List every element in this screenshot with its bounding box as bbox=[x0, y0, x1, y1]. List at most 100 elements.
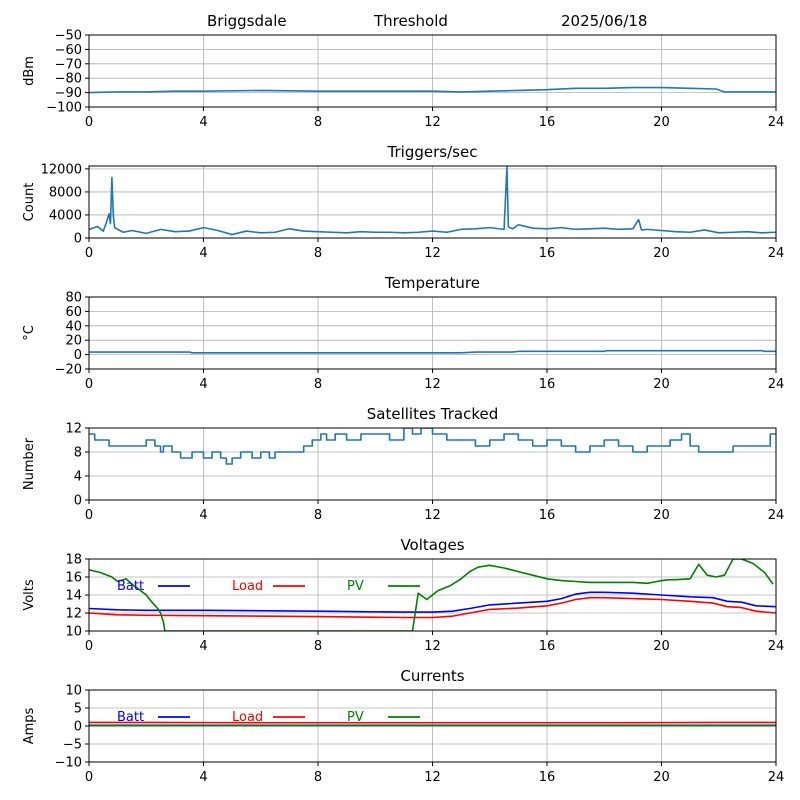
y-tick-label: 18 bbox=[65, 553, 82, 568]
x-tick-label: 16 bbox=[539, 377, 556, 392]
x-tick-label: 16 bbox=[539, 508, 556, 523]
y-tick-label: −20 bbox=[55, 363, 82, 378]
y-tick-label: 14 bbox=[65, 589, 82, 604]
panel-title-currents: Currents bbox=[400, 667, 464, 685]
series-line-voltages-batt bbox=[89, 591, 776, 613]
x-tick-label: 24 bbox=[768, 377, 785, 392]
legend-label-batt: Batt bbox=[117, 579, 144, 594]
x-tick-label: 24 bbox=[768, 246, 785, 261]
x-tick-label: 12 bbox=[424, 770, 441, 785]
x-tick-label: 4 bbox=[199, 639, 207, 654]
x-tick-label: 8 bbox=[314, 770, 322, 785]
x-tick-label: 12 bbox=[424, 639, 441, 654]
x-tick-label: 20 bbox=[653, 115, 670, 130]
x-tick-label: 0 bbox=[85, 115, 93, 130]
x-tick-label: 12 bbox=[424, 377, 441, 392]
x-tick-label: 24 bbox=[768, 115, 785, 130]
y-tick-label: 60 bbox=[65, 305, 82, 320]
x-tick-label: 4 bbox=[199, 770, 207, 785]
panel-currents: Batt Load PV 0 4 8 12 16 20 24 10 5 0 −5 −10 Currents Am… bbox=[22, 667, 784, 785]
x-tick-label: 20 bbox=[653, 246, 670, 261]
x-tick-label: 12 bbox=[424, 508, 441, 523]
panel-voltages: Batt Load PV 0 4 8 12 16 20 24 10 12 14 16 18 Voltages V… bbox=[22, 536, 784, 654]
panel-title-voltages: Voltages bbox=[400, 536, 464, 554]
series-line-voltages-load bbox=[89, 596, 776, 619]
series-line-triggers-sec-0 bbox=[89, 166, 776, 236]
y-tick-label: 0 bbox=[74, 720, 82, 735]
x-tick-label: 4 bbox=[199, 246, 207, 261]
x-tick-label: 4 bbox=[199, 115, 207, 130]
x-tick-label: 8 bbox=[314, 377, 322, 392]
legend-label-pv: PV bbox=[347, 579, 364, 594]
x-tick-label: 20 bbox=[653, 377, 670, 392]
x-tick-label: 24 bbox=[768, 770, 785, 785]
y-axis-label-satellites-tracked: Number bbox=[22, 437, 37, 490]
x-tick-label: 16 bbox=[539, 639, 556, 654]
legend-label-pv: PV bbox=[347, 710, 364, 725]
panel-dbm: 0 4 8 12 16 20 24 −50−60−70−80−90−100 dBm bbox=[22, 29, 784, 131]
x-tick-label: 16 bbox=[539, 770, 556, 785]
panel-title-temperature: Temperature bbox=[384, 274, 480, 292]
x-tick-label: 8 bbox=[314, 246, 322, 261]
y-tick-label: −60 bbox=[55, 43, 82, 58]
x-tick-label: 4 bbox=[199, 508, 207, 523]
series-line-voltages-pv bbox=[89, 559, 774, 631]
y-axis-label-triggers-sec: Count bbox=[22, 183, 37, 222]
y-axis-label-dbm: dBm bbox=[22, 56, 37, 86]
y-tick-label: −70 bbox=[55, 57, 82, 72]
x-tick-label: 16 bbox=[539, 246, 556, 261]
x-tick-label: 0 bbox=[85, 639, 93, 654]
panel-title-satellites-tracked: Satellites Tracked bbox=[367, 405, 498, 423]
y-tick-label: −100 bbox=[46, 101, 82, 116]
x-tick-label: 20 bbox=[653, 508, 670, 523]
x-tick-label: 8 bbox=[314, 639, 322, 654]
x-tick-label: 0 bbox=[85, 246, 93, 261]
y-tick-label: 40 bbox=[65, 319, 82, 334]
y-tick-label: −50 bbox=[55, 29, 82, 44]
y-tick-label: 12000 bbox=[41, 162, 82, 177]
panel-title-triggers-sec: Triggers/sec bbox=[387, 143, 478, 161]
y-tick-label: 20 bbox=[65, 334, 82, 349]
legend-label-batt: Batt bbox=[117, 710, 144, 725]
legend-label-load: Load bbox=[232, 579, 263, 594]
y-tick-label: 0 bbox=[74, 494, 82, 509]
series-line-temperature-0 bbox=[89, 349, 776, 354]
y-axis-label-currents: Amps bbox=[22, 707, 37, 744]
legend-label-load: Load bbox=[232, 710, 263, 725]
x-tick-label: 0 bbox=[85, 377, 93, 392]
series-line-dbm-0 bbox=[89, 86, 776, 94]
panel-satellites-tracked: 0 4 8 12 16 20 24 0 4 8 12 Satellites Tracked Number bbox=[22, 405, 784, 523]
y-tick-label: 10 bbox=[65, 684, 82, 699]
x-tick-label: 16 bbox=[539, 115, 556, 130]
header-date: 2025/06/18 bbox=[561, 12, 647, 30]
panel-triggers-sec: 0 4 8 12 16 20 24 0 4000 8000 12000 Triggers/sec Cou… bbox=[22, 143, 784, 261]
x-tick-label: 24 bbox=[768, 639, 785, 654]
y-axis-label-voltages: Volts bbox=[22, 579, 37, 611]
y-tick-label: 4000 bbox=[49, 208, 82, 223]
y-tick-label: 8 bbox=[74, 446, 82, 461]
series-line-satellites-tracked-0 bbox=[89, 428, 776, 465]
x-tick-label: 8 bbox=[314, 508, 322, 523]
y-tick-label: 12 bbox=[65, 422, 82, 437]
x-tick-label: 12 bbox=[424, 246, 441, 261]
y-tick-label: 12 bbox=[65, 607, 82, 622]
y-tick-label: −90 bbox=[55, 86, 82, 101]
y-tick-label: 16 bbox=[65, 571, 82, 586]
y-tick-label: 8000 bbox=[49, 185, 82, 200]
x-tick-label: 0 bbox=[85, 770, 93, 785]
y-tick-label: 4 bbox=[74, 470, 82, 485]
y-tick-label: −10 bbox=[55, 756, 82, 771]
x-tick-label: 0 bbox=[85, 508, 93, 523]
y-tick-label: 10 bbox=[65, 625, 82, 640]
header-station: Briggsdale bbox=[207, 12, 287, 30]
y-tick-label: 0 bbox=[74, 348, 82, 363]
y-tick-label: 80 bbox=[65, 291, 82, 306]
y-tick-label: −80 bbox=[55, 72, 82, 87]
x-tick-label: 4 bbox=[199, 377, 207, 392]
y-axis-label-temperature: °C bbox=[22, 325, 37, 341]
y-tick-label: 0 bbox=[74, 232, 82, 247]
